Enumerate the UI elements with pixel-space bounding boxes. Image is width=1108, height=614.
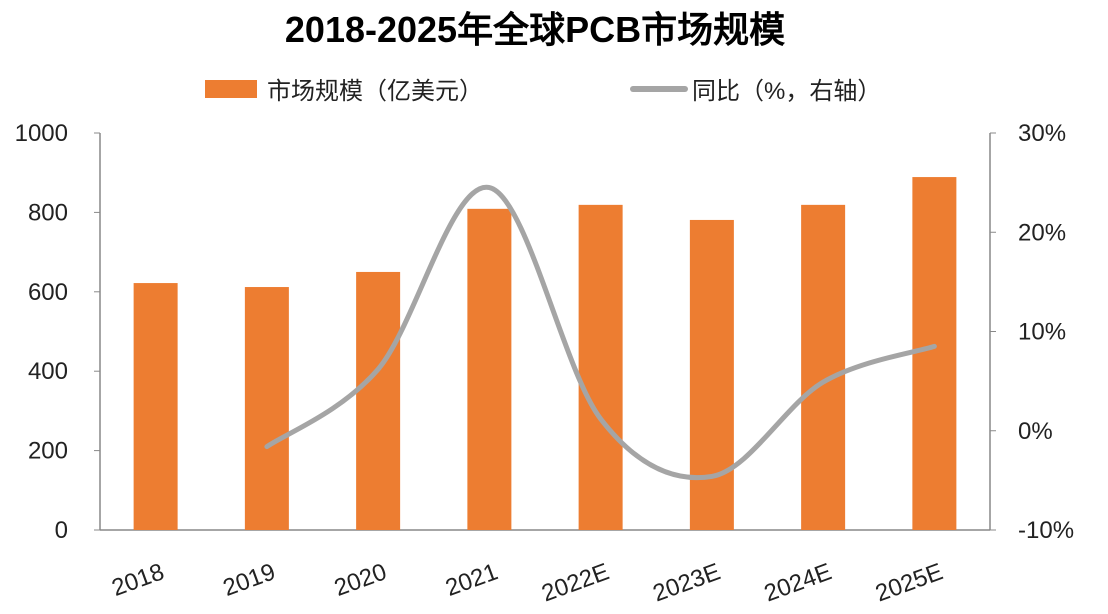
left-tick-label: 0 — [55, 517, 68, 544]
left-tick-label: 600 — [28, 279, 68, 306]
x-tick-label: 2022E — [538, 558, 612, 607]
x-tick-label: 2021 — [442, 558, 501, 602]
bar-2018 — [133, 283, 178, 530]
legend-line-label: 同比（%，右轴） — [692, 78, 881, 105]
yoy-line — [264, 185, 937, 481]
x-tick-label: 2019 — [220, 558, 279, 602]
bar-2024E — [801, 204, 846, 530]
right-tick-label: 10% — [1018, 319, 1066, 346]
right-tick-label: 30% — [1018, 120, 1066, 147]
legend-bar-label: 市场规模（亿美元） — [267, 78, 483, 105]
right-tick-label: 0% — [1018, 418, 1053, 445]
legend-bar-swatch — [205, 80, 257, 98]
bar-2021 — [467, 208, 512, 530]
x-tick-label: 2020 — [331, 558, 390, 602]
legend: 市场规模（亿美元） 同比（%，右轴） — [205, 78, 881, 105]
bar-2025E — [912, 177, 957, 530]
x-tick-label: 2025E — [872, 558, 946, 607]
x-tick-label: 2023E — [649, 558, 723, 607]
bar-2020 — [356, 271, 401, 530]
bar-2023E — [689, 219, 734, 530]
left-tick-label: 800 — [28, 199, 68, 226]
left-tick-label: 400 — [28, 358, 68, 385]
right-tick-label: 20% — [1018, 219, 1066, 246]
right-tick-label: -10% — [1018, 517, 1074, 544]
bar-2022E — [578, 204, 623, 530]
chart-title: 2018-2025年全球PCB市场规模 — [285, 9, 785, 50]
x-tick-label: 2024E — [761, 558, 835, 607]
left-tick-label: 1000 — [15, 120, 68, 147]
x-tick-label: 2018 — [108, 558, 167, 602]
bar-2019 — [244, 287, 289, 530]
left-tick-label: 200 — [28, 438, 68, 465]
